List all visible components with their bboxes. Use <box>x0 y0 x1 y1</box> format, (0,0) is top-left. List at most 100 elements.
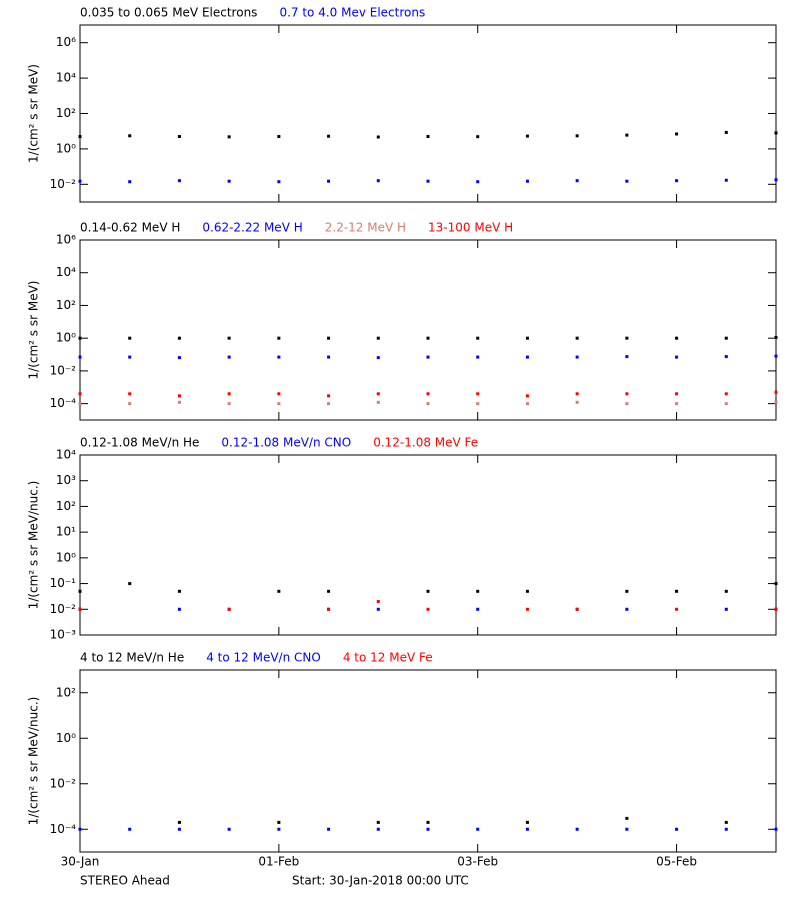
data-point <box>476 827 480 831</box>
y-axis-label: 1/(cm² s sr MeV) <box>27 64 41 163</box>
legend-entry: 13-100 MeV H <box>428 221 513 235</box>
data-point <box>525 820 529 824</box>
data-point <box>277 392 281 396</box>
data-point <box>675 402 679 406</box>
data-point <box>675 336 679 340</box>
x-tick-label: 05-Feb <box>656 855 697 869</box>
data-point <box>376 336 380 340</box>
plot-frame <box>79 239 777 421</box>
data-point <box>78 392 82 396</box>
y-axis-label: 1/(cm² s sr MeV) <box>27 281 41 380</box>
data-point <box>774 390 778 394</box>
data-point <box>78 135 82 139</box>
data-point <box>78 402 82 406</box>
footer-start: Start: 30-Jan-2018 00:00 UTC <box>292 874 469 888</box>
data-point <box>426 179 430 183</box>
data-point <box>724 607 728 611</box>
y-tick-label: 10⁰ <box>56 331 76 345</box>
data-point <box>327 355 331 359</box>
data-point <box>525 607 529 611</box>
data-point <box>675 607 679 611</box>
y-tick-label: 10⁰ <box>56 731 76 745</box>
data-point <box>476 402 480 406</box>
data-point <box>625 392 629 396</box>
data-point <box>724 827 728 831</box>
data-point <box>625 607 629 611</box>
data-point <box>227 179 231 183</box>
legend-entry: 0.62-2.22 MeV H <box>202 221 302 235</box>
data-point <box>227 355 231 359</box>
data-point <box>625 336 629 340</box>
data-point <box>575 827 579 831</box>
data-point <box>675 355 679 359</box>
data-point <box>525 589 529 593</box>
legend-entry: 4 to 12 MeV/n CNO <box>206 651 321 665</box>
y-tick-label: 10² <box>56 106 76 120</box>
y-axis-label: 1/(cm² s sr MeV/nuc.) <box>27 697 41 826</box>
data-point <box>426 135 430 139</box>
data-point <box>625 355 629 359</box>
y-tick-label: 10⁻² <box>50 177 77 191</box>
data-point <box>327 607 331 611</box>
data-point <box>327 394 331 398</box>
data-point <box>525 355 529 359</box>
data-point <box>327 589 331 593</box>
data-point <box>227 402 231 406</box>
y-tick-label: 10⁻² <box>50 363 77 377</box>
data-point <box>625 133 629 137</box>
y-tick-label: 10⁻² <box>50 776 77 790</box>
data-point <box>177 827 181 831</box>
data-point <box>128 180 132 184</box>
data-point <box>277 589 281 593</box>
data-point <box>575 179 579 183</box>
data-point <box>227 827 231 831</box>
y-tick-label: 10⁴ <box>56 448 76 462</box>
data-point <box>277 820 281 824</box>
data-point <box>724 820 728 824</box>
data-point <box>774 354 778 358</box>
data-point <box>774 178 778 182</box>
data-point <box>327 179 331 183</box>
data-point <box>476 135 480 139</box>
data-point <box>426 336 430 340</box>
data-point <box>128 134 132 138</box>
legend-entry: 0.12-1.08 MeV/n CNO <box>221 436 351 450</box>
data-point <box>774 582 778 586</box>
data-point <box>277 402 281 406</box>
data-point <box>575 336 579 340</box>
data-point <box>774 607 778 611</box>
data-point <box>227 135 231 139</box>
data-point <box>376 356 380 360</box>
data-point <box>575 607 579 611</box>
y-tick-label: 10⁴ <box>56 265 76 279</box>
data-point <box>128 392 132 396</box>
data-point <box>277 355 281 359</box>
data-point <box>128 336 132 340</box>
y-tick-label: 10⁰ <box>56 141 76 155</box>
data-point <box>525 394 529 398</box>
data-point <box>78 827 82 831</box>
data-point <box>426 820 430 824</box>
legend-entry: 0.7 to 4.0 Mev Electrons <box>279 6 425 20</box>
data-point <box>376 600 380 604</box>
data-point <box>525 402 529 406</box>
data-point <box>227 392 231 396</box>
data-point <box>177 179 181 183</box>
data-point <box>227 336 231 340</box>
y-tick-label: 10² <box>56 685 76 699</box>
plot-frame <box>79 669 777 853</box>
data-point <box>625 179 629 183</box>
data-point <box>327 336 331 340</box>
data-point <box>675 179 679 183</box>
y-tick-label: 10¹ <box>56 525 76 539</box>
legend-entry: 4 to 12 MeV Fe <box>343 651 433 665</box>
data-point <box>376 179 380 183</box>
data-point <box>376 820 380 824</box>
legend-entry: 4 to 12 MeV/n He <box>80 651 184 665</box>
data-point <box>625 589 629 593</box>
y-tick-label: 10⁴ <box>56 71 76 85</box>
data-point <box>78 179 82 183</box>
data-point <box>376 400 380 404</box>
data-point <box>476 392 480 396</box>
data-point <box>78 336 82 340</box>
